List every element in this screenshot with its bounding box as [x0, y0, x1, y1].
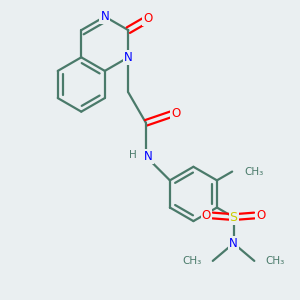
Text: H: H	[129, 150, 136, 160]
Text: O: O	[171, 107, 181, 120]
Text: O: O	[143, 13, 152, 26]
Text: O: O	[202, 209, 211, 222]
Text: N: N	[144, 150, 153, 163]
Text: CH₃: CH₃	[244, 167, 264, 177]
Text: S: S	[230, 211, 238, 224]
Text: N: N	[229, 237, 238, 250]
Text: N: N	[124, 51, 133, 64]
Text: CH₃: CH₃	[182, 256, 202, 266]
Text: N: N	[100, 10, 109, 23]
Text: O: O	[256, 209, 265, 222]
Text: CH₃: CH₃	[266, 256, 285, 266]
